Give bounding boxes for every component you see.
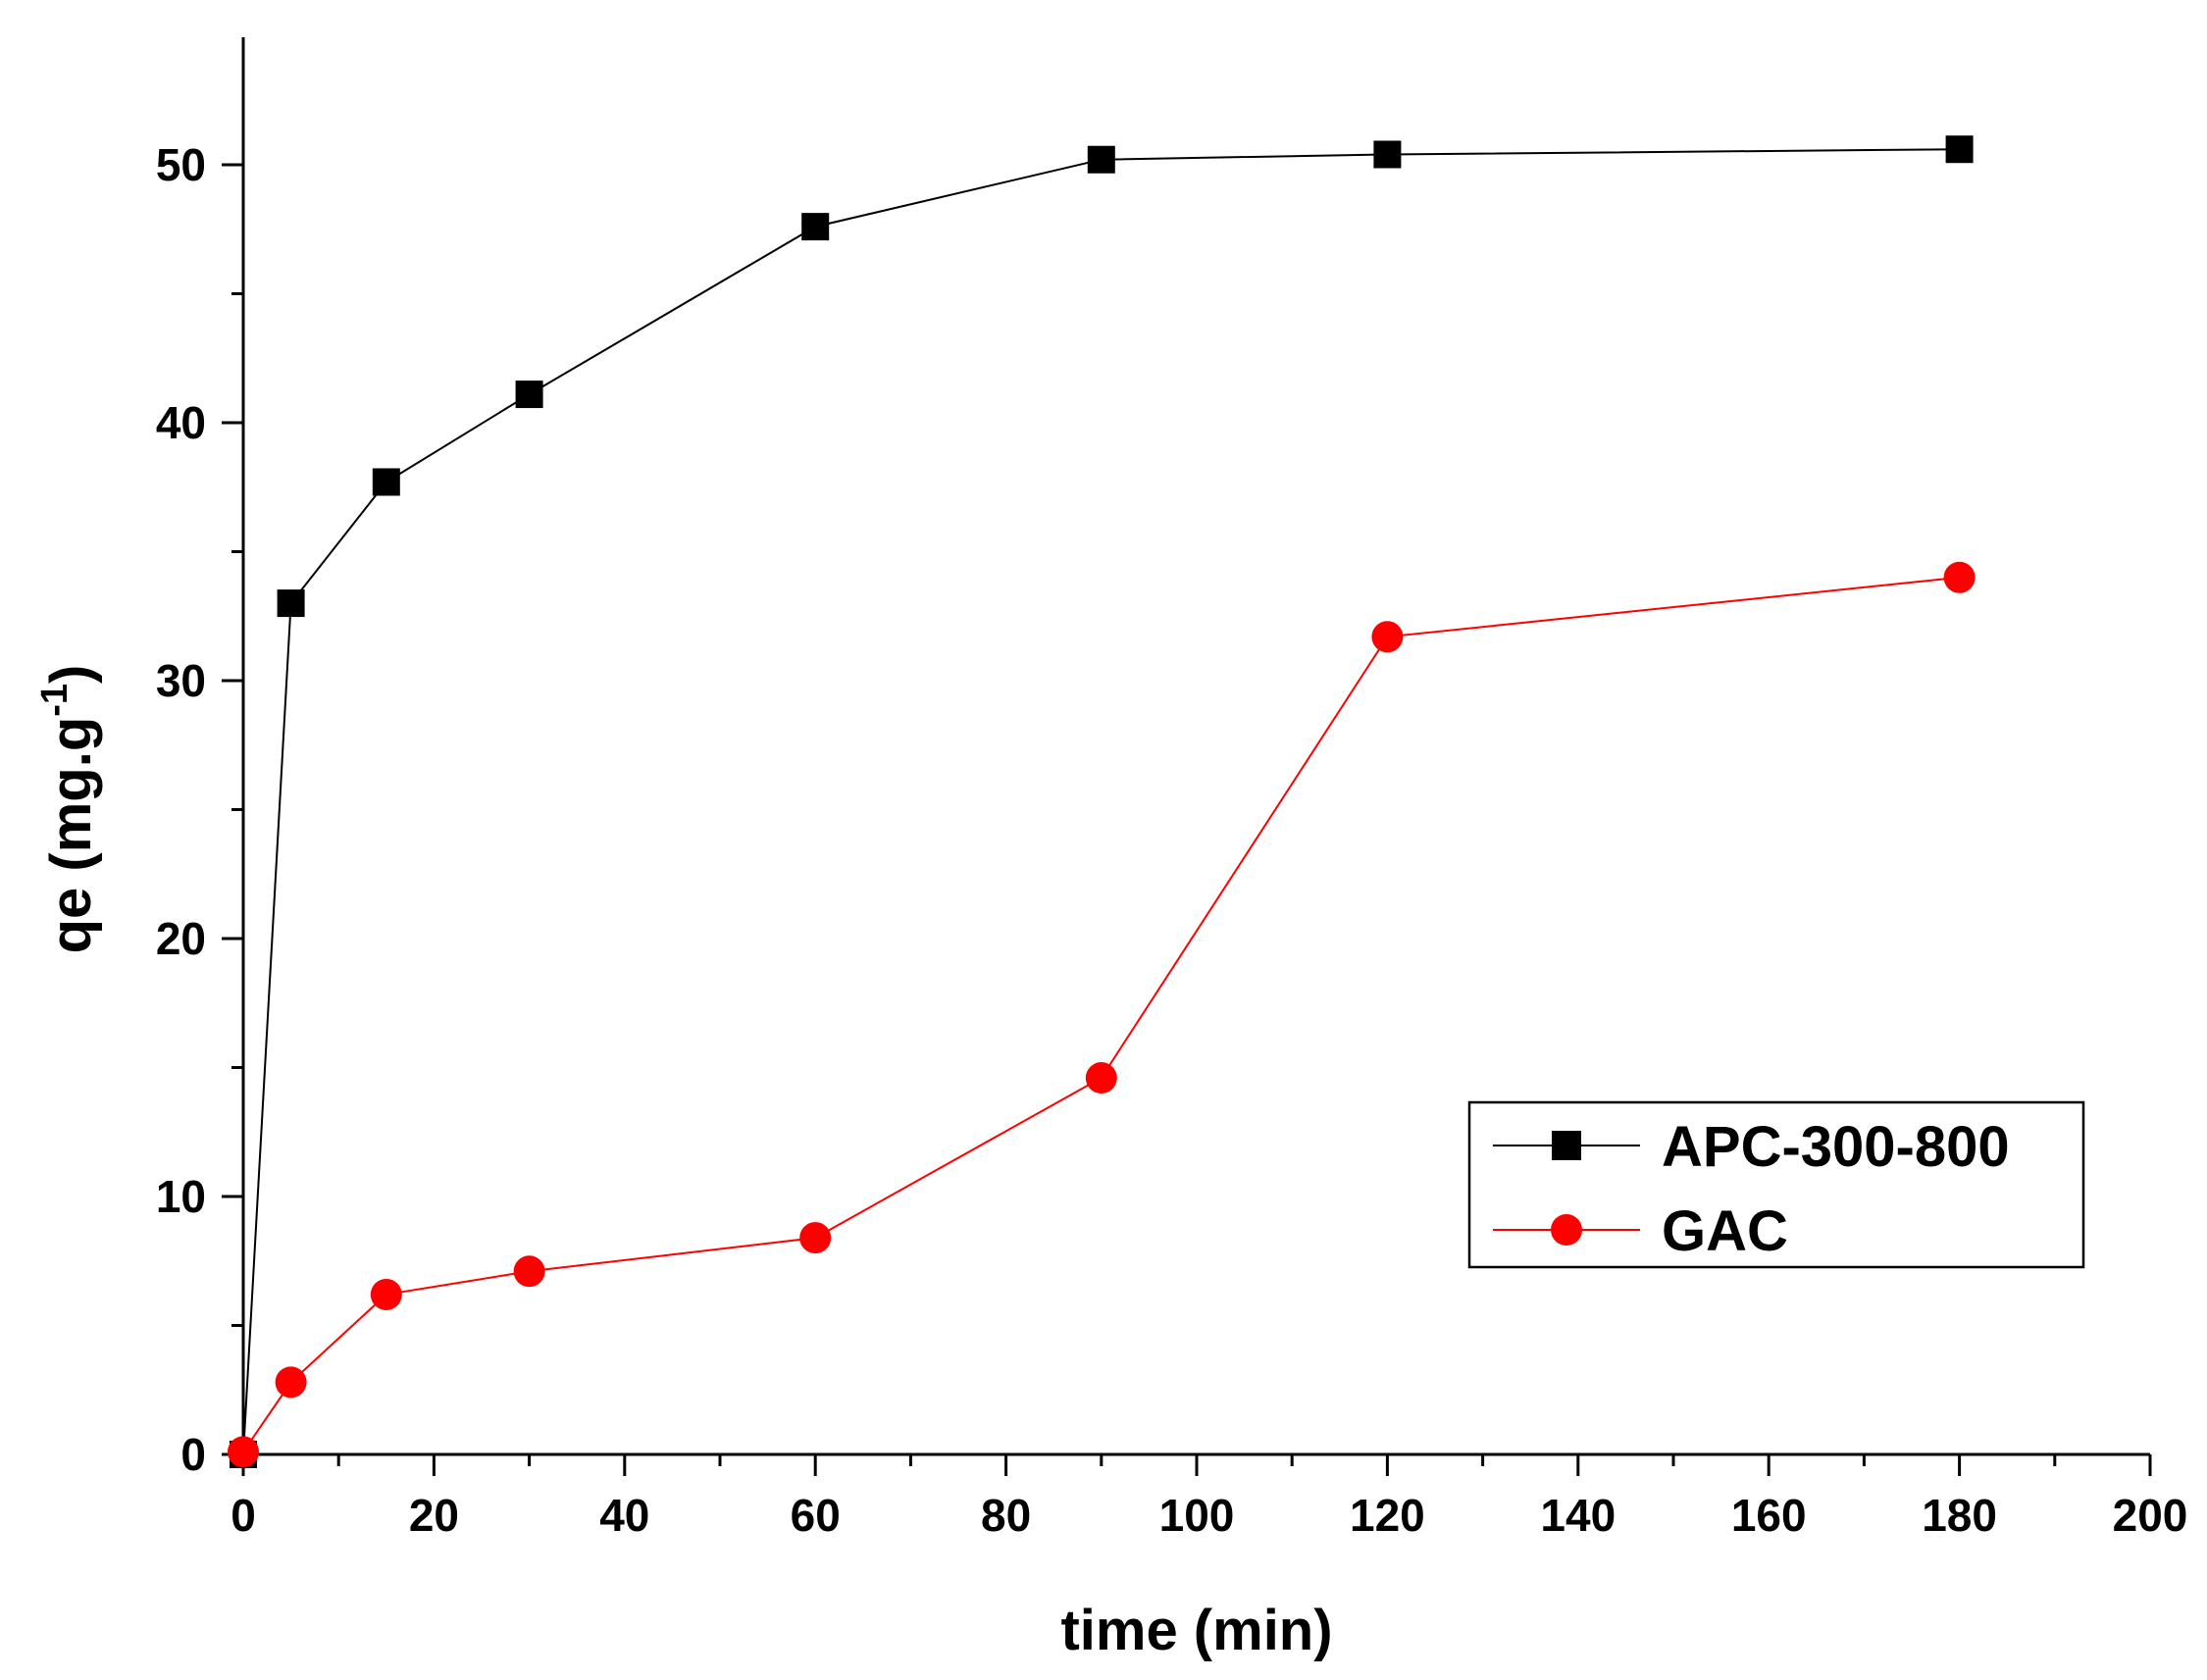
x-tick-label: 60 (791, 1490, 841, 1541)
x-tick-label: 180 (1922, 1490, 1997, 1541)
x-tick-label: 40 (599, 1490, 649, 1541)
legend-marker-gac (1551, 1214, 1582, 1246)
data-point-gac (275, 1366, 307, 1399)
legend-label-gac: GAC (1662, 1199, 1788, 1263)
data-point-gac (228, 1436, 259, 1468)
y-axis-title: qe (mg.g-1) (34, 665, 103, 954)
y-tick-label: 40 (156, 397, 206, 448)
x-tick-label: 200 (2113, 1490, 2188, 1541)
y-axis-title-main: qe (mg.g (39, 717, 103, 954)
x-tick-label: 140 (1540, 1490, 1616, 1541)
series-line-gac (242, 576, 1960, 1452)
series-line-apc-300-800 (242, 148, 1960, 1455)
data-point-gac (1085, 1062, 1117, 1095)
y-tick-label: 30 (156, 655, 206, 706)
data-point-gac (1371, 621, 1404, 653)
y-tick-label: 50 (156, 139, 206, 190)
series-layer (228, 135, 1976, 1468)
data-point-gac (513, 1255, 545, 1288)
data-point-gac (370, 1278, 402, 1310)
data-point-apc-300-800 (277, 589, 305, 618)
x-axis-title: time (min) (1060, 1599, 1332, 1662)
data-point-apc-300-800 (1945, 135, 1974, 164)
x-tick-label: 0 (231, 1490, 256, 1541)
data-point-gac (799, 1222, 832, 1254)
y-tick-label: 10 (156, 1171, 206, 1222)
data-point-apc-300-800 (372, 468, 400, 496)
x-tick-label: 120 (1350, 1490, 1425, 1541)
legend: APC-300-800 GAC (1467, 1100, 2085, 1269)
x-tick-label: 160 (1731, 1490, 1807, 1541)
y-axis-title-close: ) (39, 665, 103, 684)
x-tick-label: 20 (409, 1490, 459, 1541)
y-axis-title-superscript: -1 (34, 684, 76, 717)
ticks: 0 20 40 60 80 100 120 140 160 180 200 0 10 20 30 40 50 (156, 139, 2188, 1541)
y-tick-label: 20 (156, 913, 206, 964)
data-point-apc-300-800 (1373, 140, 1402, 169)
data-point-gac (1943, 561, 1976, 593)
y-tick-label: 0 (180, 1429, 206, 1480)
x-tick-label: 100 (1159, 1490, 1235, 1541)
x-tick-label: 80 (981, 1490, 1031, 1541)
data-point-apc-300-800 (1087, 145, 1115, 174)
legend-marker-apc (1552, 1131, 1581, 1160)
legend-label-apc: APC-300-800 (1662, 1115, 2010, 1179)
data-point-apc-300-800 (801, 213, 830, 241)
data-point-apc-300-800 (515, 381, 543, 409)
